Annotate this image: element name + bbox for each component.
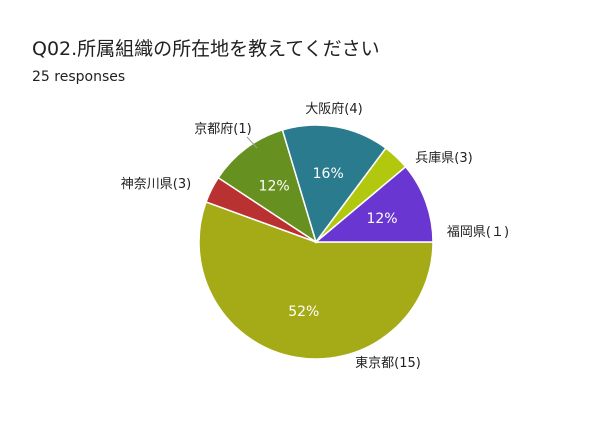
slice-percent-label: 12% [259, 179, 290, 195]
slice-category-label: 福岡県(１) [447, 225, 509, 240]
pie-slice[interactable] [313, 165, 434, 243]
question-title: Q02.所属組織の所在地を教えてください [32, 38, 380, 60]
slice-category-label: 大阪府(4) [305, 102, 362, 117]
slice-category-label: 京都府(1) [194, 122, 251, 137]
leader-line [246, 136, 258, 149]
pie-slice[interactable] [281, 124, 387, 244]
slice-percent-label: 52% [288, 304, 319, 320]
pie-slice[interactable] [217, 128, 318, 244]
slice-category-label: 東京都(15) [355, 355, 421, 371]
pie-slice[interactable] [198, 201, 434, 360]
slice-percent-label: 16% [313, 166, 344, 182]
slice-category-label: 兵庫県(3) [415, 151, 472, 166]
slice-percent-label: 12% [366, 211, 397, 227]
slice-category-label: 神奈川県(3) [121, 177, 191, 192]
response-count: 25 responses [32, 69, 126, 85]
